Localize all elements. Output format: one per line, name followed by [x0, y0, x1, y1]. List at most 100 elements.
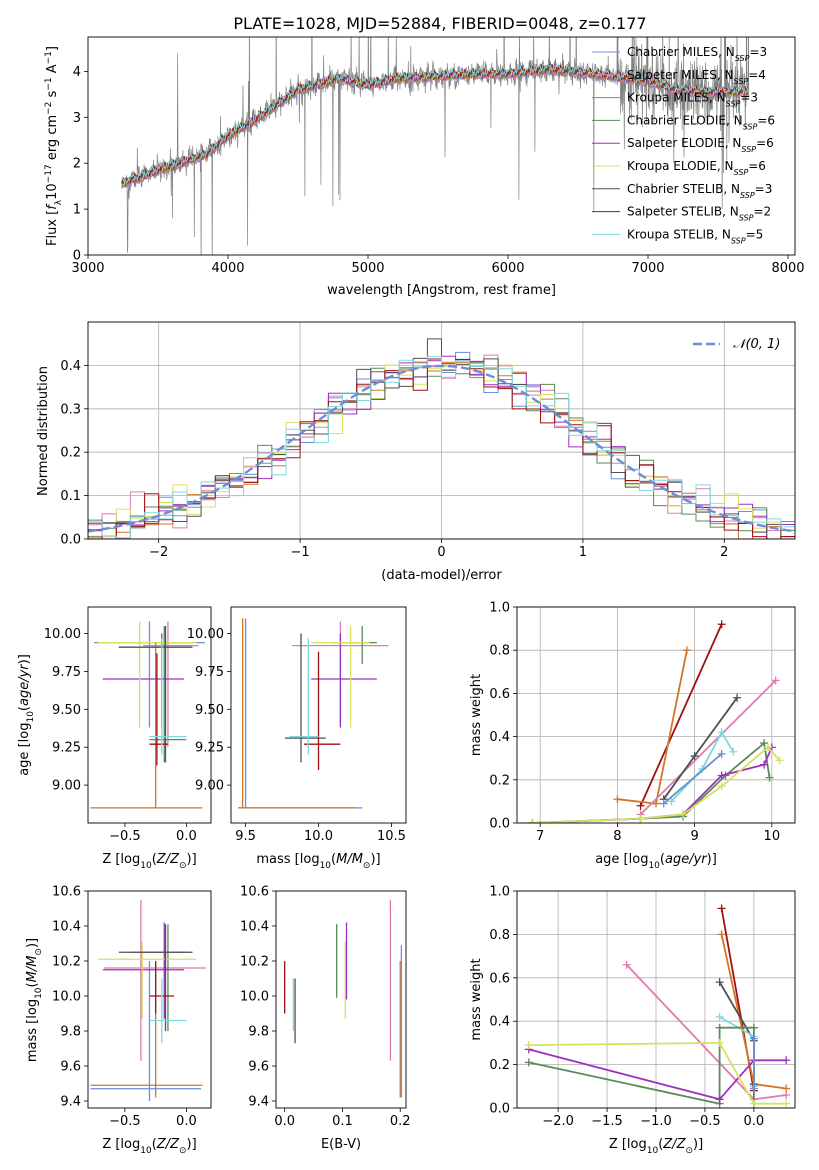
y-tick-label: 10.2 — [52, 955, 81, 970]
plot-area — [90, 899, 207, 1101]
x-tick-label: 6000 — [491, 261, 524, 276]
panel-massweight-vs-Z: −2.0 −1.5 −1.0 −0.5 0.0 0.0 0.2 0.4 0.6 0.8 1.0 mas… — [469, 885, 796, 1156]
weight-marker — [679, 810, 688, 819]
y-axis-label: mass weight — [469, 958, 484, 1040]
y-tick-label: 1 — [73, 203, 81, 218]
x-tick-label: 0.2 — [390, 1114, 411, 1129]
x-tick-label: 4000 — [211, 261, 244, 276]
weight-marker — [775, 756, 784, 765]
weight-marker — [528, 819, 537, 823]
axes-frame — [275, 890, 407, 1109]
y-tick-label: 9.50 — [195, 703, 224, 718]
weight-marker — [782, 1099, 791, 1108]
y-tick-label: 0.4 — [489, 1015, 510, 1030]
weight-marker — [524, 1041, 533, 1050]
x-axis-label: Z [log10(Z/Z⊙)] — [102, 1137, 196, 1156]
y-tick-label: 0.6 — [489, 971, 510, 986]
histogram-steps — [88, 338, 795, 539]
y-tick-label: 10.00 — [44, 627, 81, 642]
y-axis-label: Flux [fλ10−17 erg cm−2 s−1 A−1] — [44, 46, 64, 246]
weight-marker — [717, 620, 726, 629]
weight-marker — [749, 1099, 758, 1108]
y-tick-label: 10.0 — [240, 990, 269, 1005]
y-tick-label: 9.25 — [195, 741, 224, 756]
legend-entry: Kroupa MILES, NSSP=3 — [627, 91, 758, 109]
x-tick-label: −0.5 — [689, 1114, 721, 1129]
weight-marker — [749, 1034, 758, 1043]
y-tick-label: 0.2 — [60, 446, 81, 461]
y-tick-label: 0.2 — [489, 773, 510, 788]
panel-mass-vs-Z: −0.5 0.0 9.4 9.6 9.8 10.0 10.2 10.4 10.6 Z [log10… — [25, 885, 212, 1156]
plot-area — [528, 620, 784, 823]
normal-curve — [88, 364, 793, 533]
panel-massweight-vs-age: 7 8 9 10 0.0 0.2 0.4 0.6 0.8 1.0 mass weight age [l… — [469, 601, 796, 871]
y-tick-label: 9.6 — [60, 1060, 81, 1075]
plot-area — [88, 338, 795, 539]
x-axis-label: Z [log10(Z/Z⊙)] — [102, 852, 196, 871]
weight-marker — [622, 960, 631, 969]
weight-line — [639, 623, 723, 807]
spectrum-model-line — [121, 62, 749, 186]
x-tick-label: 1 — [579, 545, 587, 560]
y-tick-label: 10.2 — [240, 955, 269, 970]
x-tick-label: 9.5 — [235, 829, 256, 844]
weight-marker — [636, 801, 645, 810]
plot-area — [524, 904, 791, 1108]
weight-marker — [771, 676, 780, 685]
grid — [517, 606, 795, 824]
weight-marker — [652, 799, 660, 808]
y-tick-label: 1.0 — [489, 885, 510, 900]
x-tick-label: 2 — [720, 545, 728, 560]
legend-entry: Salpeter STELIB, NSSP=2 — [627, 205, 771, 223]
y-tick-label: 1.0 — [489, 601, 510, 616]
x-axis-label: mass [log10(M/M⊙)] — [256, 852, 380, 871]
x-tick-label: 0.1 — [332, 1114, 353, 1129]
y-tick-label: 10.0 — [52, 990, 81, 1005]
y-tick-label: 0.3 — [60, 402, 81, 417]
x-tick-label: −0.5 — [109, 829, 141, 844]
axes-frame — [230, 606, 407, 824]
x-tick-label: 8000 — [771, 261, 804, 276]
axes-frame — [516, 890, 796, 1109]
y-tick-label: 10.6 — [240, 885, 269, 900]
x-tick-label: 3000 — [71, 261, 104, 276]
weight-line — [528, 1041, 787, 1105]
weight-marker — [524, 1058, 533, 1067]
x-tick-label: 5000 — [351, 261, 384, 276]
y-tick-label: 4 — [73, 65, 81, 80]
plot-area — [121, 37, 750, 255]
y-axis-label: mass weight — [469, 674, 484, 756]
y-tick-label: 9.8 — [60, 1025, 81, 1040]
panel-mass-vs-EBV: 0.0 0.1 0.2 9.4 9.6 9.8 10.0 10.2 10.4 10.6 E(B-V) — [240, 885, 411, 1153]
y-tick-label: 9.75 — [195, 665, 224, 680]
weight-marker — [717, 749, 726, 758]
y-tick-label: 0.0 — [489, 1102, 510, 1117]
weight-line — [532, 746, 781, 823]
axes-frame — [87, 321, 796, 540]
plot-area — [284, 899, 403, 1098]
y-tick-label: 10.4 — [240, 920, 269, 935]
panels: 3000 4000 5000 6000 7000 8000 0 1 2 3 4 Chabrier MI… — [17, 36, 805, 1156]
plot-area — [238, 618, 389, 809]
x-tick-label: 8 — [613, 829, 621, 844]
y-tick-label: 0.4 — [60, 359, 81, 374]
weight-marker — [749, 1023, 758, 1032]
y-tick-label: 9.00 — [195, 779, 224, 794]
y-tick-label: 0.0 — [60, 533, 81, 548]
x-axis-label: (data-model)/error — [381, 568, 502, 583]
weight-marker — [667, 797, 676, 806]
spectrum-legend: Chabrier MILES, NSSP=3 Salpeter MILES, NS… — [592, 45, 775, 245]
y-tick-label: 9.6 — [248, 1060, 269, 1075]
legend-entry: Chabrier STELIB, NSSP=3 — [627, 182, 772, 200]
weight-marker — [715, 978, 724, 987]
y-tick-label: 9.50 — [52, 703, 81, 718]
y-tick-label: 9.25 — [52, 741, 81, 756]
legend-entry: Kroupa STELIB, NSSP=5 — [627, 227, 763, 245]
weight-marker — [749, 1084, 758, 1093]
weight-line — [528, 1048, 787, 1101]
weight-line — [532, 747, 773, 823]
x-tick-label: 10.5 — [377, 829, 406, 844]
legend-entry: 𝒩(0, 1) — [733, 337, 780, 352]
legend-entry: Chabrier MILES, NSSP=3 — [627, 45, 767, 63]
